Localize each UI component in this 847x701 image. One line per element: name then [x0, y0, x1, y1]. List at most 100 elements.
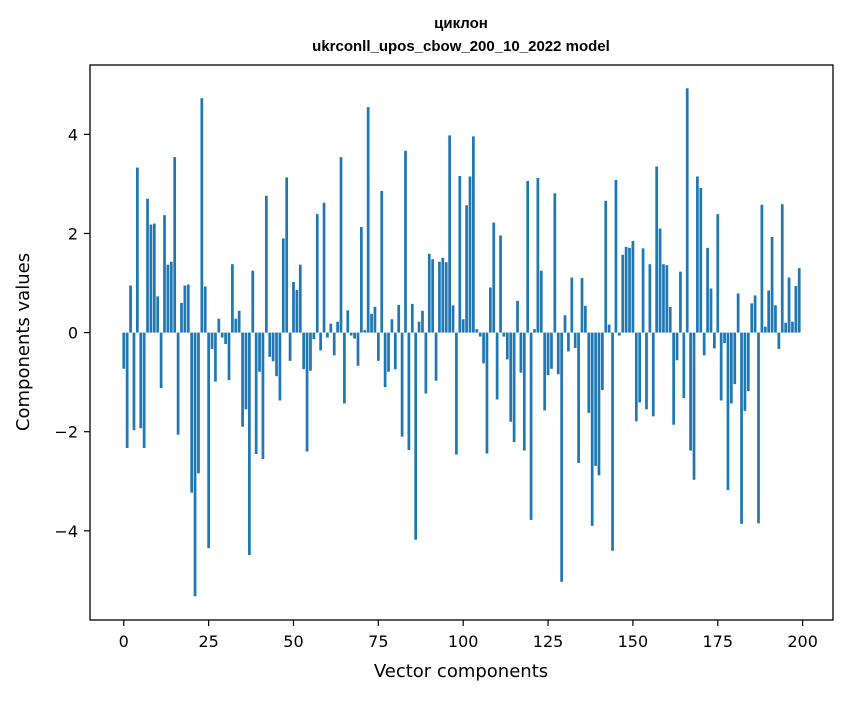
bar-171	[702, 332, 706, 356]
bar-4	[135, 167, 139, 333]
bar-26	[210, 332, 214, 349]
bar-81	[397, 304, 401, 333]
bar-27	[214, 332, 217, 382]
bar-159	[662, 264, 665, 333]
bar-53	[302, 332, 306, 370]
bar-30	[224, 332, 227, 344]
bar-136	[584, 305, 587, 333]
bar-79	[390, 319, 394, 333]
bar-117	[519, 332, 523, 373]
bar-72	[366, 107, 370, 333]
bar-47	[281, 238, 285, 333]
bar-77	[383, 332, 387, 388]
y-tick-label: 4	[68, 125, 78, 144]
bar-161	[668, 306, 672, 333]
bar-19	[186, 284, 190, 333]
x-tick-label: 125	[533, 632, 564, 651]
bar-8	[149, 224, 153, 333]
bar-186	[753, 295, 757, 333]
bar-107	[485, 332, 489, 454]
bar-87	[417, 321, 421, 333]
bar-126	[550, 332, 553, 369]
bar-83	[404, 150, 407, 333]
bar-86	[414, 332, 418, 540]
bar-25	[207, 332, 210, 549]
bar-178	[726, 332, 730, 491]
bar-122	[536, 177, 540, 333]
bar-90	[427, 253, 431, 333]
bar-1	[125, 332, 129, 449]
bar-11	[159, 332, 163, 389]
bar-153	[641, 248, 645, 333]
bar-46	[278, 332, 282, 401]
y-tick-label: 0	[68, 324, 78, 343]
bars	[122, 88, 801, 597]
bar-165	[682, 332, 686, 398]
bar-58	[319, 332, 322, 351]
bar-194	[780, 204, 784, 333]
bar-149	[628, 247, 631, 333]
bar-101	[465, 205, 468, 333]
bar-197	[791, 321, 794, 333]
x-tick-label: 175	[702, 632, 733, 651]
bar-99	[458, 176, 462, 333]
bar-133	[573, 332, 577, 348]
bar-42	[264, 195, 268, 333]
bar-158	[658, 228, 662, 333]
bar-89	[424, 332, 428, 394]
bar-115	[512, 332, 516, 443]
bar-54	[305, 332, 309, 452]
bar-143	[607, 324, 611, 333]
bar-16	[176, 332, 180, 435]
bar-98	[455, 332, 458, 455]
bar-172	[706, 247, 709, 333]
bar-131	[567, 332, 570, 352]
bar-76	[380, 190, 384, 333]
bar-163	[675, 332, 679, 361]
bar-24	[203, 286, 207, 333]
bar-198	[794, 286, 798, 333]
bar-185	[750, 303, 754, 333]
y-axis-label: Components values	[13, 253, 34, 431]
bar-75	[376, 332, 380, 361]
bar-62	[332, 332, 336, 356]
bar-35	[241, 332, 244, 427]
x-tick-label: 25	[198, 632, 218, 651]
bar-65	[343, 332, 346, 404]
bar-187	[757, 332, 760, 524]
bar-21	[193, 332, 197, 597]
bar-48	[285, 177, 289, 333]
bar-104	[475, 329, 479, 333]
bar-59	[322, 202, 326, 333]
bar-195	[784, 322, 788, 333]
bar-157	[655, 166, 659, 333]
bar-140	[597, 332, 601, 476]
bar-166	[685, 88, 689, 333]
bar-36	[244, 332, 248, 410]
bar-109	[492, 222, 496, 333]
bar-63	[336, 321, 339, 333]
bar-17	[180, 302, 183, 333]
plot-frame	[89, 64, 834, 621]
bar-66	[346, 310, 350, 333]
bar-139	[594, 332, 597, 466]
bar-67	[349, 332, 353, 336]
bar-80	[393, 332, 397, 370]
bar-151	[634, 332, 638, 422]
bar-170	[699, 187, 703, 333]
bar-41	[261, 332, 265, 459]
bar-129	[560, 332, 563, 582]
bar-92	[434, 332, 438, 381]
bar-5	[139, 332, 143, 429]
bar-175	[716, 214, 720, 333]
bar-100	[461, 319, 465, 333]
bar-50	[292, 282, 295, 333]
bar-102	[468, 176, 472, 333]
bar-94	[441, 257, 445, 333]
bar-93	[438, 261, 441, 333]
bar-95	[444, 262, 448, 333]
bar-189	[763, 326, 767, 333]
bar-112	[502, 332, 506, 337]
